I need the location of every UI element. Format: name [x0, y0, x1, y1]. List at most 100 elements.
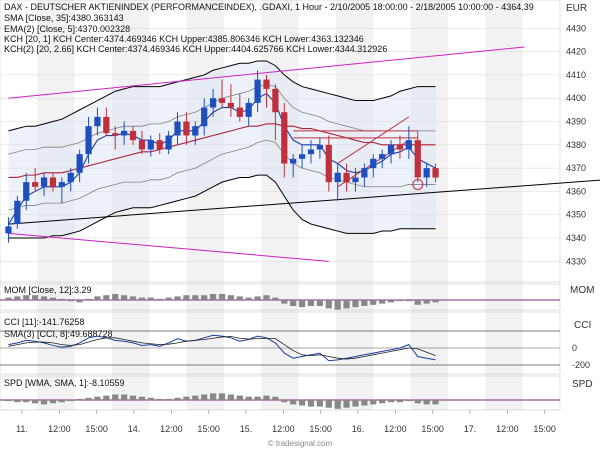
- spd-bar: [165, 398, 172, 400]
- mom-bar: [58, 298, 65, 300]
- mom-bar: [103, 295, 110, 300]
- trend-line: [8, 179, 600, 225]
- spd-bar: [23, 400, 30, 403]
- spd-bar: [272, 396, 279, 400]
- mom-bar: [192, 295, 199, 300]
- mom-bar: [423, 300, 430, 304]
- time-tick-label: 15:00: [309, 424, 332, 434]
- time-tick-label: 15:00: [421, 424, 444, 434]
- mom-bar: [165, 297, 172, 300]
- mom-bar: [352, 300, 359, 308]
- mom-bar: [307, 300, 315, 306]
- spd-bar: [423, 400, 430, 405]
- price-tick-label: 4370: [566, 163, 586, 173]
- candle-up: [192, 126, 199, 136]
- spd-bar: [254, 396, 261, 400]
- mom-bar: [201, 295, 208, 300]
- candle-up: [165, 135, 172, 150]
- candle-up: [245, 102, 252, 117]
- mom-bar: [379, 300, 386, 304]
- mom-bar: [361, 300, 368, 306]
- candle-down: [272, 88, 279, 113]
- spd-bar: [298, 400, 306, 406]
- spd-panel: SPD [WMA, SMA, 1]:-8.10559 SPD: [0, 375, 593, 411]
- spd-bar: [40, 400, 48, 405]
- spd-bar: [361, 400, 368, 406]
- mom-bar: [281, 300, 288, 304]
- spd-bar: [432, 400, 439, 405]
- mom-panel-name: MOM: [570, 285, 594, 296]
- mom-bar: [263, 295, 270, 300]
- candlesticks: [5, 70, 439, 243]
- spd-panel-frame: [0, 375, 561, 411]
- kch-legend: KCH [20, 1] KCH Center:4374.469346 KCH U…: [4, 34, 364, 44]
- spd-bar: [263, 395, 270, 400]
- mom-bar: [218, 294, 226, 300]
- price-tick-label: 4330: [566, 256, 586, 266]
- spd-bar: [245, 396, 252, 400]
- price-tick-label: 4390: [566, 117, 586, 127]
- spd-bar: [49, 400, 57, 404]
- candle-up: [405, 140, 412, 150]
- candle-up: [201, 107, 208, 127]
- candle-up: [5, 226, 12, 234]
- candle-up: [290, 158, 297, 164]
- spd-bar: [138, 396, 146, 400]
- candle-up: [121, 130, 128, 136]
- mom-bar: [94, 296, 101, 300]
- candle-up: [67, 172, 74, 183]
- candle-up: [352, 177, 359, 183]
- spd-bar: [156, 398, 163, 400]
- mom-bar: [236, 296, 243, 300]
- mom-bar: [121, 295, 128, 300]
- mom-bar: [432, 300, 439, 303]
- cci-tick-label: 0: [572, 343, 577, 353]
- price-tick-label: 4360: [566, 186, 586, 196]
- cci-sma-legend: SMA(3) [CCI, 8]:49.688728: [4, 329, 113, 339]
- candle-up: [209, 98, 217, 108]
- spd-bar: [396, 400, 404, 403]
- price-tick-label: 4410: [566, 70, 586, 80]
- candle-down: [227, 102, 235, 108]
- spd-bar: [370, 400, 377, 405]
- spd-bar: [94, 396, 101, 400]
- candle-down: [103, 116, 110, 134]
- candle-up: [23, 182, 30, 201]
- mom-bar: [174, 296, 181, 300]
- mom-bar: [272, 297, 279, 300]
- mom-bar: [370, 300, 377, 305]
- time-tick-label: 12:00: [496, 424, 519, 434]
- time-tick-label: 15:00: [197, 424, 220, 434]
- price-tick-label: 4380: [566, 140, 586, 150]
- ema-legend: EMA(2) [Close, 5]:4370.002328: [4, 24, 130, 34]
- spd-bar: [112, 394, 119, 400]
- spd-bar: [103, 395, 110, 400]
- kch-outer-band: [8, 60, 436, 239]
- time-axis: 11. 12:00 15:00 14. 12:00 15:00 15. 12:00 15:00 1…: [16, 410, 556, 434]
- spd-bar: [343, 400, 350, 408]
- spd-bar: [121, 394, 128, 400]
- price-tick-label: 4340: [566, 233, 586, 243]
- spd-bar: [192, 395, 199, 400]
- currency-label: EUR: [566, 3, 587, 14]
- time-tick-label: 17.: [464, 424, 477, 434]
- spd-bar: [129, 395, 137, 400]
- candle-down: [218, 98, 226, 103]
- candle-down: [156, 140, 163, 150]
- cci-panel: CCI [11]:-141.76258 SMA(3) [CCI, 8]:49.6…: [0, 311, 591, 375]
- mom-bar: [290, 300, 297, 306]
- mom-bar: [67, 300, 74, 302]
- candle-down: [263, 79, 270, 89]
- spd-legend: SPD [WMA, SMA, 1]:-8.10559: [4, 378, 125, 388]
- candle-down: [32, 182, 39, 187]
- mom-bar: [112, 294, 119, 300]
- candle-up: [147, 140, 154, 150]
- spd-bar: [405, 400, 412, 402]
- candle-down: [396, 144, 404, 150]
- mom-bar: [405, 300, 412, 302]
- time-tick-label: 14.: [128, 424, 141, 434]
- price-axis: 4330 4340 4350 4360 4370 4380 4390 4400 4410 4420…: [566, 23, 586, 266]
- mom-bar: [414, 300, 421, 305]
- spd-bar: [387, 400, 395, 403]
